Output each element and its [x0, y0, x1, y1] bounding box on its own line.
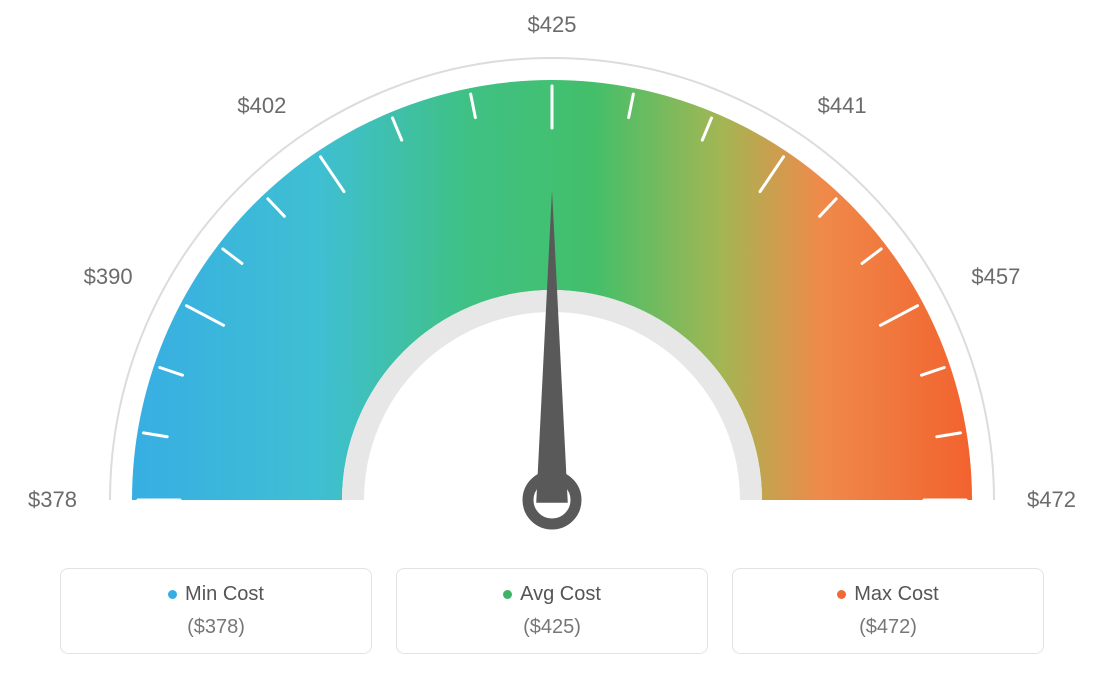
svg-text:$472: $472: [1027, 487, 1076, 512]
legend-value-avg: ($425): [523, 616, 581, 639]
legend-card-max: Max Cost ($472): [732, 568, 1044, 654]
legend-label-max: Max Cost: [854, 583, 938, 606]
legend-value-min: ($378): [187, 616, 245, 639]
legend-dot-avg: [503, 590, 512, 599]
legend-label-min: Min Cost: [185, 583, 264, 606]
legend-dot-max: [837, 590, 846, 599]
svg-text:$378: $378: [28, 487, 77, 512]
legend-card-min: Min Cost ($378): [60, 568, 372, 654]
legend-card-avg: Avg Cost ($425): [396, 568, 708, 654]
legend-row: Min Cost ($378) Avg Cost ($425) Max Cost…: [60, 568, 1044, 654]
legend-dot-min: [168, 590, 177, 599]
svg-text:$390: $390: [84, 264, 133, 289]
svg-text:$402: $402: [237, 93, 286, 118]
gauge-chart: $378 $390 $402 $425 $441 $457 $472: [0, 0, 1104, 560]
svg-text:$425: $425: [528, 12, 577, 37]
svg-text:$457: $457: [971, 264, 1020, 289]
svg-text:$441: $441: [818, 93, 867, 118]
legend-label-avg: Avg Cost: [520, 583, 601, 606]
legend-value-max: ($472): [859, 616, 917, 639]
